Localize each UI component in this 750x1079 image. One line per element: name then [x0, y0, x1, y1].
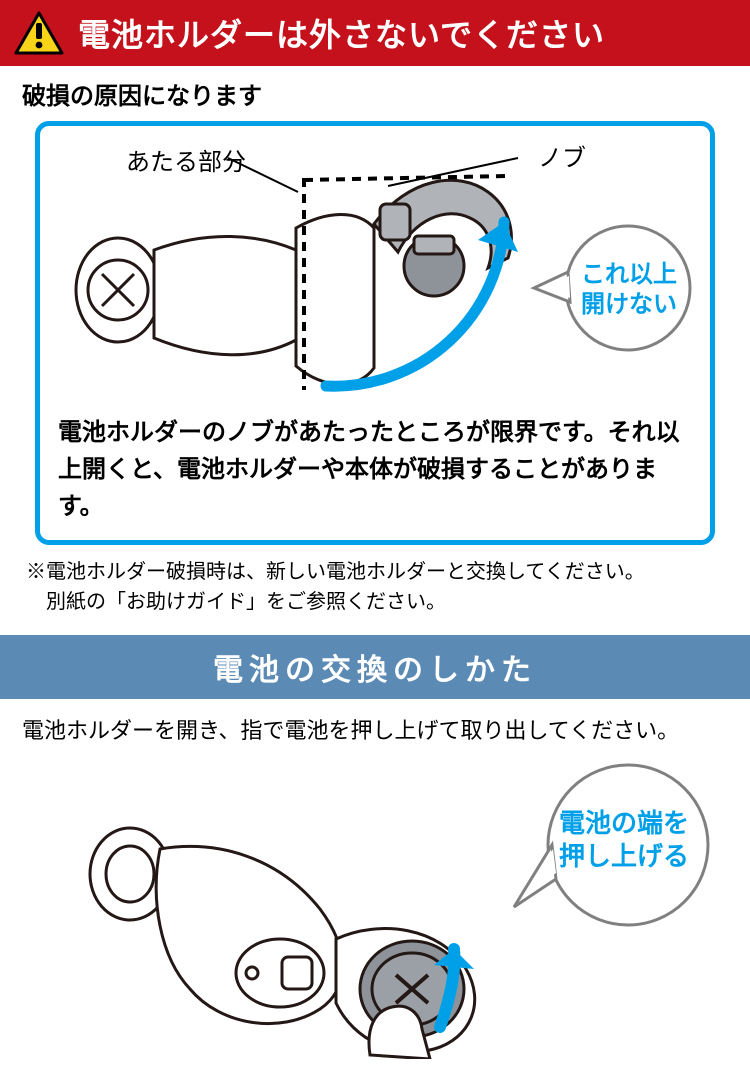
warning-icon — [14, 11, 64, 55]
warning-title: 電池ホルダーは外さないでください — [78, 10, 605, 56]
footnote-line2: 別紙の「お助けガイド」をご参照ください。 — [26, 591, 446, 613]
instruction-text: 電池ホルダーを開き、指で電池を押し上げて取り出してください。 — [22, 713, 728, 745]
callout-2-line1: 電池の端を — [559, 808, 689, 838]
diagram-1: あたる部分 ノブ — [58, 140, 692, 410]
warning-banner: 電池ホルダーは外さないでください — [0, 0, 750, 66]
footnote-line1: ※電池ホルダー破損時は、新しい電池ホルダーと交換してください。 — [26, 561, 645, 583]
label-contact-part: あたる部分 — [126, 142, 246, 177]
callout-text-1: これ以上 開けない — [528, 218, 698, 320]
section-bar-battery-replace: 電池の交換のしかた — [0, 635, 750, 699]
callout-1-line2: 開けない — [581, 291, 677, 318]
diagram-box-1: あたる部分 ノブ — [35, 121, 715, 545]
diagram-1-caption: 電池ホルダーのノブがあたったところが限界です。それ以上開くと、電池ホルダーや本体… — [58, 414, 692, 526]
callout-text-2: 電池の端を 押し上げる — [500, 759, 720, 875]
callout-2-line2: 押し上げる — [559, 841, 689, 871]
callout-1-line1: これ以上 — [581, 261, 677, 288]
page: 電池ホルダーは外さないでください 破損の原因になります あたる部分 ノブ — [0, 0, 750, 1079]
warning-subhead: 破損の原因になります — [22, 76, 728, 111]
footnote: ※電池ホルダー破損時は、新しい電池ホルダーと交換してください。 別紙の「お助けガ… — [26, 557, 724, 617]
callout-do-not-open-further: これ以上 開けない — [528, 218, 698, 358]
diagram-2: 電池の端を 押し上げる — [20, 759, 730, 1059]
callout-push-battery-edge: 電池の端を 押し上げる — [500, 759, 720, 939]
label-knob: ノブ — [538, 138, 586, 173]
